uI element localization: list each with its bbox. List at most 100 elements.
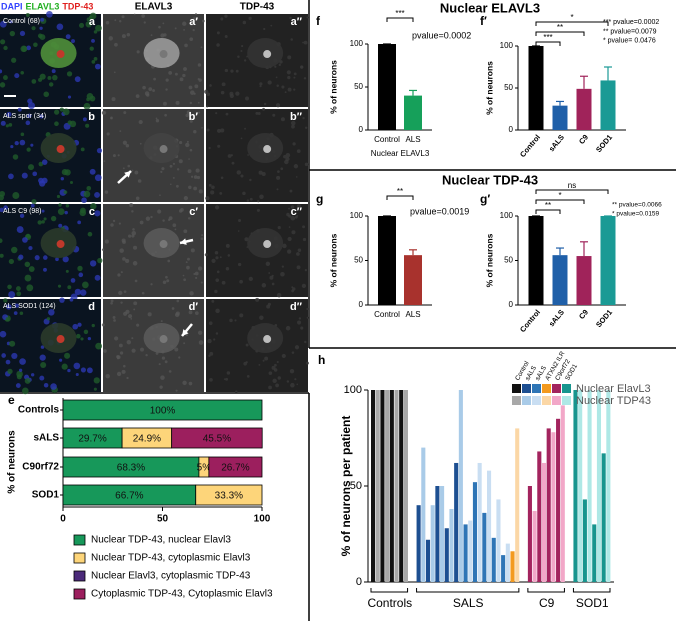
texture: [293, 164, 299, 169]
texture: [280, 167, 284, 171]
significance-bracket: [535, 199, 585, 204]
texture: [292, 287, 296, 291]
group-bracket: [527, 588, 565, 593]
bar: [541, 462, 547, 582]
bar: [449, 509, 454, 582]
texture: [215, 112, 218, 115]
texture: [93, 377, 100, 384]
texture: [245, 96, 250, 101]
y-axis-label: % of neurons: [484, 61, 494, 115]
texture: [277, 170, 280, 173]
texture: [32, 171, 38, 177]
texture: [197, 266, 203, 271]
texture: [0, 207, 4, 213]
texture: [8, 173, 14, 180]
texture: [214, 289, 218, 294]
texture: [11, 352, 18, 360]
micrograph: [204, 14, 309, 108]
texture: [139, 142, 142, 145]
texture: [290, 205, 295, 209]
texture: [86, 185, 92, 191]
texture: [171, 307, 175, 310]
texture: [87, 336, 92, 341]
texture: [179, 77, 184, 82]
texture: [229, 318, 233, 323]
texture: [276, 361, 279, 364]
bar: [468, 520, 473, 582]
texture: [30, 373, 35, 377]
texture: [189, 101, 193, 105]
texture: [208, 183, 212, 187]
texture: [122, 140, 128, 145]
value-label: 24.9%: [133, 434, 161, 445]
texture: [80, 147, 85, 152]
texture: [193, 175, 198, 179]
texture: [220, 17, 224, 21]
texture: [60, 177, 64, 181]
micrograph: [0, 10, 102, 110]
texture: [87, 231, 93, 237]
texture: [0, 253, 4, 258]
texture: [81, 197, 87, 204]
texture: [219, 191, 223, 195]
texture: [8, 291, 16, 299]
y-tick-label: Controls: [18, 405, 60, 416]
texture: [294, 378, 297, 381]
texture: [104, 239, 109, 244]
texture: [224, 14, 228, 18]
texture: [26, 284, 34, 292]
texture: [186, 140, 189, 143]
texture: [51, 69, 56, 74]
texture: [94, 274, 101, 281]
bar-segment: [208, 456, 263, 478]
texture: [306, 16, 309, 19]
texture: [126, 33, 131, 37]
texture: [242, 191, 246, 196]
legend-swatch: [73, 552, 86, 564]
texture: [65, 203, 70, 208]
texture: [193, 92, 196, 95]
texture: [240, 137, 243, 140]
texture: [183, 229, 188, 234]
nucleus: [263, 145, 272, 154]
texture: [110, 116, 113, 120]
texture: [238, 218, 242, 222]
texture: [193, 186, 198, 191]
texture: [189, 148, 193, 152]
bar: [404, 95, 422, 130]
texture: [85, 21, 92, 28]
texture: [190, 90, 195, 95]
texture: [24, 274, 32, 282]
bar: [510, 551, 515, 582]
texture: [78, 272, 84, 278]
texture: [187, 257, 190, 261]
bar: [600, 216, 616, 305]
texture: [206, 105, 209, 108]
texture: [208, 321, 213, 326]
texture: [39, 26, 43, 30]
texture: [15, 286, 21, 291]
bar: [592, 524, 597, 582]
texture: [150, 215, 153, 219]
texture: [264, 356, 269, 361]
texture: [303, 40, 308, 45]
texture: [91, 38, 95, 43]
texture: [295, 176, 298, 178]
y-axis-label: % of neurons: [484, 233, 494, 287]
texture: [201, 19, 205, 23]
texture: [22, 237, 28, 243]
texture: [257, 112, 261, 116]
texture: [278, 63, 281, 67]
texture: [117, 273, 121, 277]
texture: [19, 139, 26, 146]
texture: [176, 168, 180, 171]
texture: [21, 172, 28, 179]
texture: [131, 210, 134, 213]
texture: [302, 116, 305, 120]
texture: [61, 168, 69, 176]
texture: [9, 340, 16, 347]
texture: [284, 159, 289, 165]
bar: [556, 418, 561, 582]
texture: [237, 55, 240, 58]
